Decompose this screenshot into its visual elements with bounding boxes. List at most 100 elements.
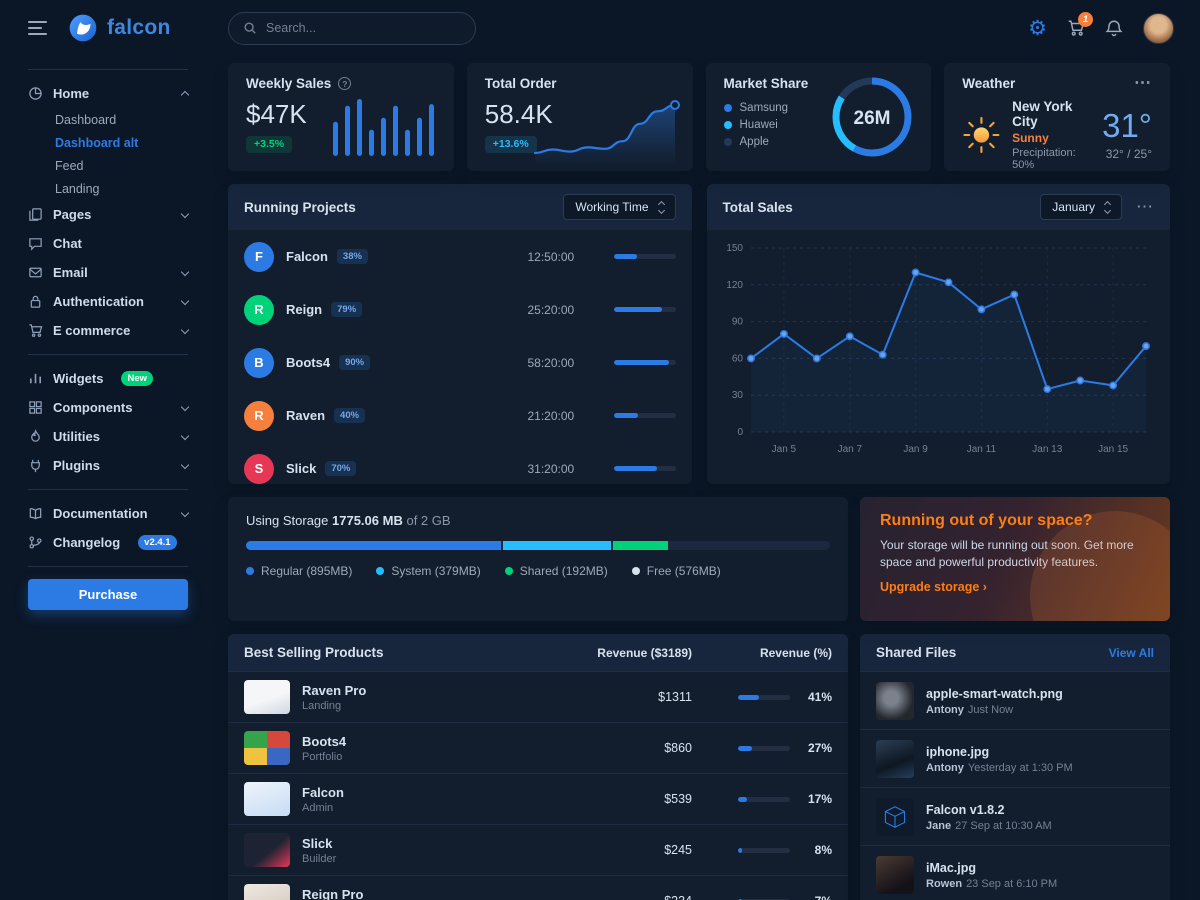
menu-toggle-button[interactable] (28, 21, 47, 35)
revenue-percent: 41% (807, 690, 832, 704)
project-avatar: B (244, 347, 274, 378)
sun-icon (963, 116, 1000, 154)
more-menu-icon[interactable]: ⋯ (1136, 196, 1154, 216)
cart-icon[interactable]: 1 (1067, 12, 1093, 37)
search-input[interactable] (266, 21, 461, 35)
project-progress-fill (613, 307, 663, 312)
project-name-link[interactable]: Boots4 (286, 355, 331, 370)
revenue-progress-bar (738, 745, 790, 751)
project-progress-fill (613, 466, 657, 471)
sidebar-item-authentication[interactable]: Authentication (28, 287, 190, 316)
main-content: Weekly Sales ? $47K +3.5% Total Order 58… (228, 63, 1170, 900)
weekly-sales-bar-chart (332, 99, 434, 156)
sidebar-item-dashboard[interactable]: Dashboard (55, 112, 117, 127)
product-name-link[interactable]: Raven Pro (302, 682, 367, 698)
file-thumbnail (876, 681, 914, 720)
storage-legend: Regular (895MB) System (379MB) Shared (1… (246, 564, 830, 578)
project-row: R Reign 79% 25:20:00 (228, 283, 692, 336)
sidebar-item-feed[interactable]: Feed (55, 158, 84, 173)
revenue-percent: 8% (814, 843, 832, 857)
total-sales-line-chart: 0 30 60 90 120 150 Jan 5 Jan 7 Jan 9 Jan 11 Jan 13… (726, 243, 1150, 455)
chevron-up-icon (180, 90, 190, 100)
product-row: Reign ProAgency $234 7% (228, 875, 848, 900)
sidebar-item-plugins[interactable]: Plugins (28, 451, 190, 480)
file-name-link[interactable]: Falcon v1.8.2 (926, 802, 1005, 817)
legend-item: Samsung (723, 99, 914, 116)
sidebar-item-landing[interactable]: Landing (55, 181, 100, 196)
svg-text:60: 60 (731, 353, 743, 364)
sidebar-item-widgets[interactable]: Widgets New (28, 364, 188, 393)
project-avatar: R (244, 294, 274, 325)
file-name-link[interactable]: iphone.jpg (926, 744, 990, 759)
settings-gear-icon[interactable]: ⚙ (1028, 16, 1047, 40)
working-time-select[interactable]: Working Time (563, 194, 676, 220)
product-revenue: $1311 (658, 690, 692, 704)
total-order-card: Total Order 58.4K +13.6% (466, 63, 693, 171)
chevron-down-icon (180, 267, 190, 276)
month-select[interactable]: January (1040, 194, 1122, 220)
product-category-link[interactable]: Landing (302, 699, 342, 712)
product-category-link[interactable]: Builder (302, 852, 337, 865)
card-title: Weekly Sales ? (246, 76, 436, 91)
notifications-bell-icon[interactable] (1105, 19, 1123, 37)
file-thumbnail (876, 797, 914, 836)
project-name-link[interactable]: Reign (286, 302, 323, 317)
product-name-link[interactable]: Reign Pro (302, 886, 364, 900)
weather-card: Weather ⋯ New York City Sunny Precipitat… (944, 63, 1170, 171)
svg-text:120: 120 (726, 280, 743, 291)
legend-dot (246, 567, 254, 575)
storage-segment (503, 541, 612, 550)
sidebar-item-changelog[interactable]: Changelog v2.4.1 (28, 528, 188, 557)
cart-count-badge: 1 (1078, 12, 1093, 27)
product-name-link[interactable]: Falcon (302, 784, 344, 800)
sidebar-item-components[interactable]: Components (28, 393, 190, 422)
user-avatar[interactable] (1143, 12, 1174, 44)
total-sales-chart-area: 0 30 60 90 120 150 Jan 5 Jan 7 Jan 9 Jan 11 Jan 13… (707, 230, 1171, 460)
card-title: Total Order (484, 76, 557, 91)
file-name-link[interactable]: iMac.jpg (926, 860, 977, 875)
sidebar-item-home[interactable]: Home (28, 79, 190, 108)
help-icon[interactable]: ? (338, 77, 352, 90)
project-progress-bar (613, 307, 676, 312)
sidebar-item-email[interactable]: Email (28, 258, 190, 287)
upgrade-storage-link[interactable]: Upgrade storage › (880, 579, 987, 594)
chart-pie-icon (29, 87, 42, 100)
stats-row: Weekly Sales ? $47K +3.5% Total Order 58… (228, 63, 1170, 171)
fire-icon (31, 429, 40, 442)
product-category-link[interactable]: Admin (302, 801, 334, 814)
project-name-link[interactable]: Slick (286, 461, 317, 476)
view-all-link[interactable]: View All (1108, 645, 1154, 660)
chevron-down-icon (180, 325, 190, 334)
storage-used: 1775.06 MB (332, 513, 403, 528)
chevron-down-icon (180, 402, 190, 411)
revenue-progress-fill (738, 796, 747, 802)
product-thumbnail (244, 833, 290, 867)
sidebar-item-ecommerce[interactable]: E commerce (28, 316, 190, 345)
file-name-link[interactable]: apple-smart-watch.png (926, 686, 1063, 701)
project-name-link[interactable]: Falcon (286, 249, 328, 264)
file-owner: Jane (926, 819, 952, 832)
widgets-bars-icon (30, 373, 41, 384)
sidebar-item-pages[interactable]: Pages (28, 200, 190, 229)
legend-item: System (379MB) (376, 564, 481, 578)
product-category-link[interactable]: Portfolio (302, 750, 343, 763)
file-time: 23 Sep at 6:10 PM (966, 877, 1058, 890)
chevron-down-icon (180, 460, 190, 469)
best-selling-header: Best Selling Products Revenue ($3189) Re… (228, 634, 848, 671)
product-thumbnail (244, 731, 290, 765)
svg-text:Jan 13: Jan 13 (1032, 444, 1062, 455)
sidebar-item-dashboard-alt[interactable]: Dashboard alt (55, 135, 139, 150)
more-menu-icon[interactable]: ⋯ (1134, 73, 1152, 93)
sidebar-item-documentation[interactable]: Documentation (28, 499, 190, 528)
project-progress-bar (613, 413, 676, 418)
market-share-legend: Samsung Huawei Apple (723, 99, 914, 150)
purchase-button[interactable]: Purchase (28, 579, 188, 610)
falcon-logo[interactable]: falcon (68, 13, 171, 43)
product-name-link[interactable]: Boots4 (302, 733, 347, 749)
project-name-link[interactable]: Raven (286, 408, 326, 423)
revenue-progress-fill (738, 745, 753, 751)
sidebar-item-utilities[interactable]: Utilities (28, 422, 190, 451)
package-icon (884, 805, 906, 828)
sidebar-item-chat[interactable]: Chat (28, 229, 188, 258)
product-name-link[interactable]: Slick (302, 835, 333, 851)
